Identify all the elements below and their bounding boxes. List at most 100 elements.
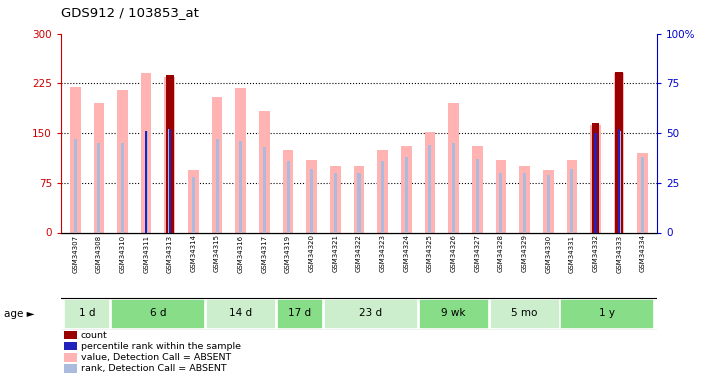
Bar: [111, 299, 205, 329]
Text: 1 d: 1 d: [79, 308, 95, 318]
Bar: [561, 299, 654, 329]
Bar: [594, 135, 597, 232]
Bar: [570, 169, 574, 232]
Bar: [64, 342, 77, 350]
Bar: [476, 159, 479, 232]
Bar: [592, 123, 600, 232]
Text: GSM34326: GSM34326: [451, 234, 457, 273]
Bar: [206, 299, 276, 329]
Bar: [276, 299, 323, 329]
Text: 5 mo: 5 mo: [511, 308, 538, 318]
Bar: [546, 175, 550, 232]
Text: rank, Detection Call = ABSENT: rank, Detection Call = ABSENT: [80, 364, 226, 373]
Text: GSM34322: GSM34322: [356, 234, 362, 272]
Bar: [424, 132, 435, 232]
Bar: [618, 129, 620, 232]
Text: GSM34329: GSM34329: [521, 234, 528, 273]
Bar: [64, 353, 77, 362]
Text: GSM34307: GSM34307: [73, 234, 78, 273]
Text: GSM34324: GSM34324: [404, 234, 409, 272]
Text: GSM34313: GSM34313: [167, 234, 173, 273]
Bar: [405, 157, 408, 232]
Bar: [401, 146, 411, 232]
Bar: [307, 160, 317, 232]
Bar: [286, 161, 289, 232]
Text: GSM34317: GSM34317: [261, 234, 267, 273]
Bar: [378, 150, 388, 232]
Text: GSM34315: GSM34315: [214, 234, 220, 273]
Text: GSM34334: GSM34334: [640, 234, 645, 273]
Text: GSM34332: GSM34332: [592, 234, 599, 273]
Text: 6 d: 6 d: [150, 308, 167, 318]
Bar: [259, 111, 270, 232]
Bar: [168, 129, 172, 232]
Bar: [567, 160, 577, 232]
Text: value, Detection Call = ABSENT: value, Detection Call = ABSENT: [80, 353, 231, 362]
Bar: [590, 125, 601, 232]
Bar: [452, 143, 455, 232]
Bar: [98, 143, 101, 232]
Bar: [64, 364, 77, 373]
Bar: [141, 74, 151, 232]
Text: 14 d: 14 d: [229, 308, 252, 318]
Bar: [70, 87, 80, 232]
Bar: [617, 131, 620, 232]
Text: age ►: age ►: [4, 309, 34, 319]
Bar: [615, 72, 623, 232]
Bar: [334, 173, 337, 232]
Bar: [519, 166, 530, 232]
Bar: [523, 173, 526, 232]
Bar: [263, 147, 266, 232]
Text: 17 d: 17 d: [289, 308, 312, 318]
Bar: [499, 173, 503, 232]
Text: GSM34308: GSM34308: [96, 234, 102, 273]
Bar: [490, 299, 559, 329]
Bar: [641, 157, 644, 232]
Bar: [310, 169, 313, 232]
Text: 9 wk: 9 wk: [442, 308, 466, 318]
Text: GSM34321: GSM34321: [332, 234, 338, 273]
Text: GSM34325: GSM34325: [427, 234, 433, 272]
Text: count: count: [80, 331, 108, 340]
Bar: [64, 299, 111, 329]
Bar: [495, 160, 506, 232]
Text: GSM34333: GSM34333: [616, 234, 622, 273]
Bar: [448, 104, 459, 232]
Text: GSM34311: GSM34311: [143, 234, 149, 273]
Text: GSM34320: GSM34320: [309, 234, 314, 273]
Bar: [614, 74, 625, 232]
Bar: [188, 170, 199, 232]
Bar: [164, 77, 175, 232]
Bar: [74, 139, 77, 232]
Bar: [381, 161, 384, 232]
Text: GSM34323: GSM34323: [380, 234, 386, 273]
Bar: [236, 88, 246, 232]
Text: percentile rank within the sample: percentile rank within the sample: [80, 342, 241, 351]
Bar: [145, 131, 147, 232]
Text: GSM34314: GSM34314: [190, 234, 197, 273]
Text: GSM34310: GSM34310: [119, 234, 126, 273]
Text: GSM34330: GSM34330: [545, 234, 551, 273]
Text: 23 d: 23 d: [359, 308, 383, 318]
Bar: [117, 90, 128, 232]
Bar: [144, 131, 148, 232]
Bar: [121, 143, 124, 232]
Bar: [93, 104, 104, 232]
Text: GSM34327: GSM34327: [475, 234, 480, 273]
Bar: [358, 173, 360, 232]
Bar: [330, 166, 340, 232]
Bar: [215, 139, 219, 232]
Bar: [324, 299, 418, 329]
Text: GSM34319: GSM34319: [285, 234, 291, 273]
Bar: [192, 177, 195, 232]
Bar: [595, 133, 597, 232]
Text: GSM34328: GSM34328: [498, 234, 504, 273]
Text: GSM34331: GSM34331: [569, 234, 575, 273]
Bar: [169, 129, 171, 232]
Bar: [419, 299, 488, 329]
Bar: [638, 153, 648, 232]
Text: 1 y: 1 y: [600, 308, 615, 318]
Bar: [283, 150, 294, 232]
Bar: [354, 166, 364, 232]
Bar: [429, 145, 432, 232]
